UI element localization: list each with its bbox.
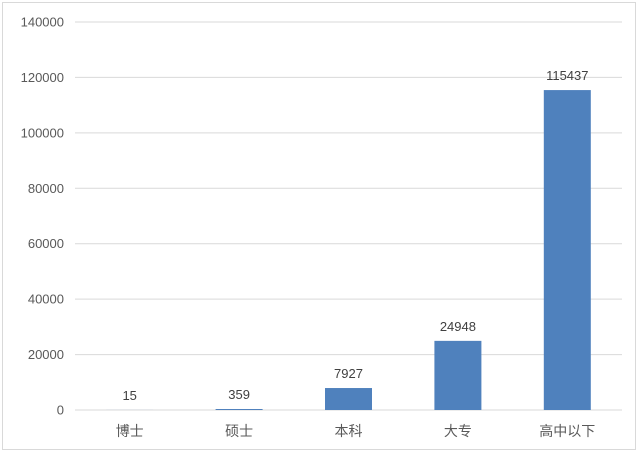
data-label: 359 bbox=[228, 387, 250, 402]
x-axis-category-labels: 博士 硕士 本科 大专 高中以下 bbox=[116, 423, 596, 440]
y-tick-label: 60000 bbox=[28, 236, 64, 251]
y-tick-label: 80000 bbox=[28, 181, 64, 196]
chart-frame bbox=[2, 2, 636, 450]
data-label: 7927 bbox=[334, 366, 363, 381]
data-label: 24948 bbox=[440, 319, 476, 334]
data-label: 15 bbox=[122, 388, 136, 403]
y-tick-label: 100000 bbox=[21, 125, 64, 140]
gridlines bbox=[75, 21, 622, 411]
x-category-label: 本科 bbox=[335, 424, 363, 440]
y-tick-label: 0 bbox=[57, 403, 64, 418]
bar-5 bbox=[543, 90, 591, 411]
y-tick-label: 20000 bbox=[28, 347, 64, 362]
x-category-label: 博士 bbox=[116, 423, 144, 440]
bar-4 bbox=[434, 340, 482, 410]
y-tick-label: 40000 bbox=[28, 292, 64, 307]
data-label: 115437 bbox=[546, 68, 588, 83]
data-labels: 15 359 7927 24948 115437 bbox=[122, 68, 588, 403]
x-category-label: 硕士 bbox=[225, 424, 253, 440]
x-category-label: 大专 bbox=[444, 424, 472, 440]
x-category-label: 高中以下 bbox=[539, 423, 595, 440]
bar-3 bbox=[325, 388, 372, 410]
bar-2 bbox=[215, 409, 263, 410]
y-tick-label: 140000 bbox=[21, 15, 64, 30]
bars bbox=[106, 90, 591, 411]
y-tick-label: 120000 bbox=[21, 70, 64, 85]
y-axis-tick-labels: 0 20000 40000 60000 80000 100000 120000 140000 bbox=[21, 15, 64, 418]
